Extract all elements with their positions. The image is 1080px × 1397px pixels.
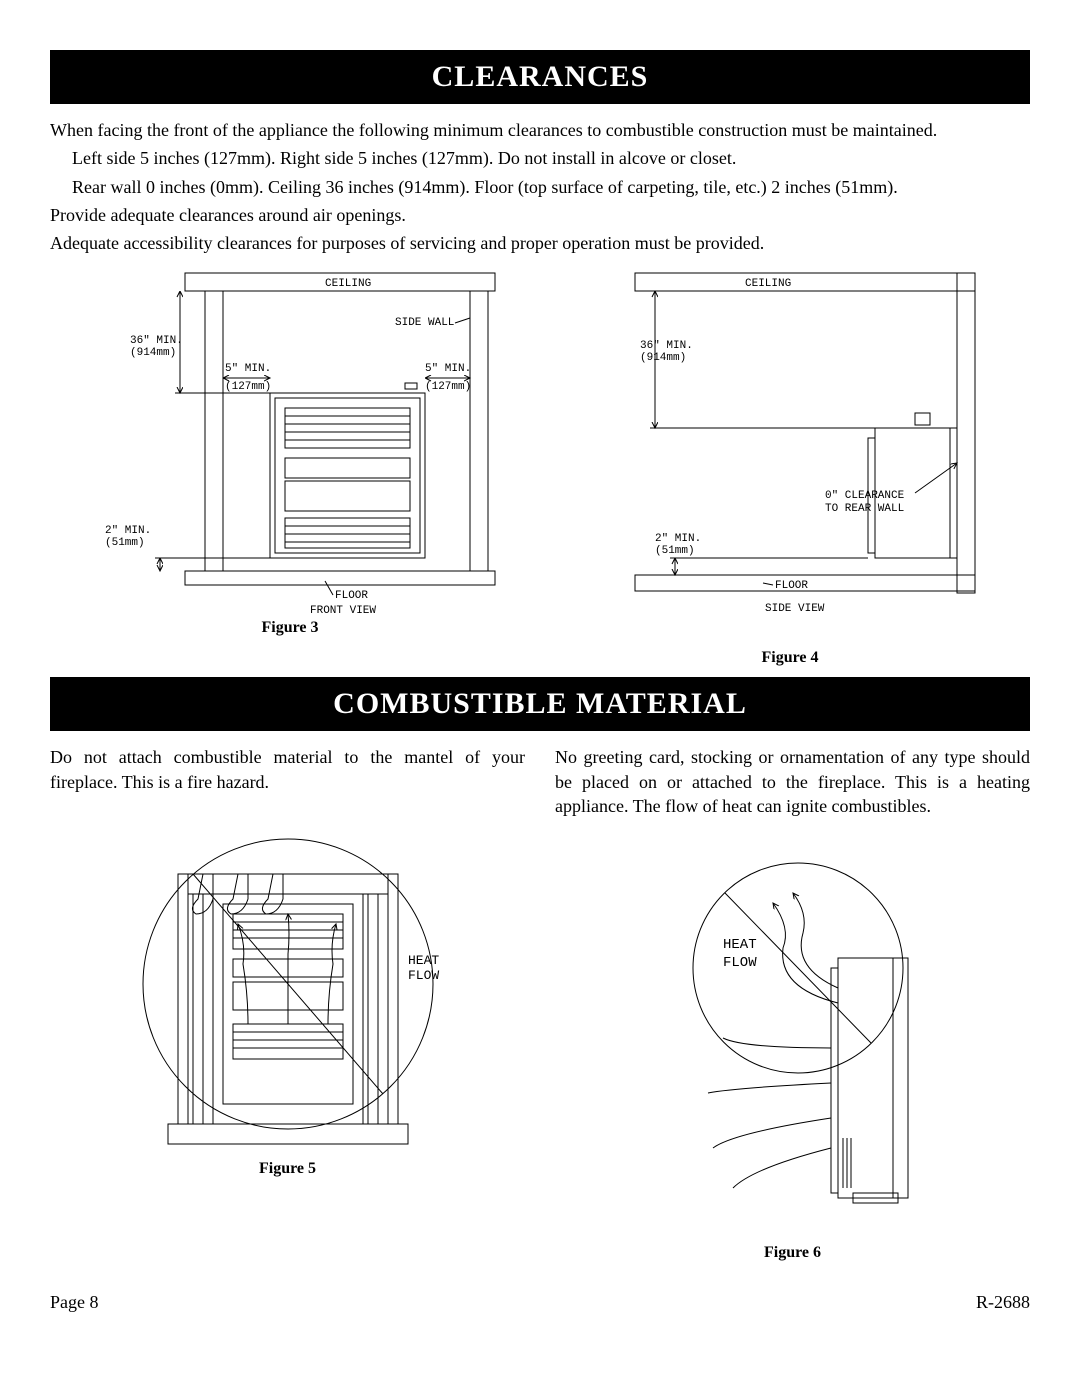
lbl4-0a: 0" CLEARANCE <box>825 490 905 502</box>
clearances-sides: Left side 5 inches (127mm). Right side 5… <box>50 146 1030 170</box>
figure4-caption: Figure 4 <box>761 649 818 667</box>
figure3-container: CEILING SIDE WALL FLOOR FRONT VIEW <box>50 263 530 667</box>
combustible-row: Do not attach combustible material to th… <box>50 745 1030 1262</box>
page-footer: Page 8 R-2688 <box>50 1292 1030 1313</box>
lbl-sidewall: SIDE WALL <box>395 317 454 329</box>
combustible-right-col: No greeting card, stocking or ornamentat… <box>555 745 1030 1262</box>
lbl5-flow: FLOW <box>408 968 439 983</box>
lbl4-36a: 36" MIN. <box>640 340 693 352</box>
clearances-intro: When facing the front of the appliance t… <box>50 118 1030 142</box>
clearances-provide: Provide adequate clearances around air o… <box>50 203 1030 227</box>
clearances-adequate: Adequate accessibility clearances for pu… <box>50 231 1030 255</box>
clearance-figures-row: CEILING SIDE WALL FLOOR FRONT VIEW <box>50 263 1030 667</box>
page-number: Page 8 <box>50 1292 99 1313</box>
lbl-5ra: 5" MIN. <box>425 363 471 375</box>
lbl-2b: (51mm) <box>105 537 145 549</box>
lbl6-heat: HEAT <box>723 937 757 953</box>
lbl4-floor: FLOOR <box>775 580 808 592</box>
lbl4-0b: TO REAR WALL <box>825 503 904 515</box>
combustible-right-text: No greeting card, stocking or ornamentat… <box>555 745 1030 818</box>
lbl4-2b: (51mm) <box>655 545 695 557</box>
doc-number: R-2688 <box>976 1292 1030 1313</box>
lbl5-heat: HEAT <box>408 953 439 968</box>
lbl4-sideview: SIDE VIEW <box>765 603 825 615</box>
figure5-diagram: HEAT FLOW <box>98 814 478 1154</box>
lbl4-36b: (914mm) <box>640 352 686 364</box>
figure5-container: HEAT FLOW Figure 5 <box>50 814 525 1178</box>
figure3-caption: Figure 3 <box>261 619 318 637</box>
lbl-frontview: FRONT VIEW <box>310 605 376 613</box>
lbl-36b: (914mm) <box>130 347 176 359</box>
lbl-5lb: (127mm) <box>225 381 271 393</box>
lbl-5rb: (127mm) <box>425 381 471 393</box>
lbl-36a: 36" MIN. <box>130 335 183 347</box>
lbl-ceiling: CEILING <box>325 278 371 290</box>
clearances-rear: Rear wall 0 inches (0mm). Ceiling 36 inc… <box>50 175 1030 199</box>
lbl-5la: 5" MIN. <box>225 363 271 375</box>
lbl-floor: FLOOR <box>335 590 368 602</box>
combustible-left-text: Do not attach combustible material to th… <box>50 745 525 794</box>
figure4-diagram: CEILING FLOOR SIDE VIEW 36" MIN. (914mm)… <box>575 263 1005 643</box>
figure3-diagram: CEILING SIDE WALL FLOOR FRONT VIEW <box>75 263 505 613</box>
figure6-container: HEAT FLOW Figure 6 <box>555 838 1030 1262</box>
figure6-diagram: HEAT FLOW <box>613 838 973 1238</box>
figure5-caption: Figure 5 <box>259 1160 316 1178</box>
figure4-container: CEILING FLOOR SIDE VIEW 36" MIN. (914mm)… <box>550 263 1030 667</box>
lbl4-2a: 2" MIN. <box>655 533 701 545</box>
lbl6-flow: FLOW <box>723 955 757 971</box>
lbl4-ceiling: CEILING <box>745 278 791 290</box>
combustible-header: COMBUSTIBLE MATERIAL <box>50 677 1030 731</box>
clearances-header: CLEARANCES <box>50 50 1030 104</box>
lbl-2a: 2" MIN. <box>105 525 151 537</box>
combustible-left-col: Do not attach combustible material to th… <box>50 745 525 1262</box>
figure6-caption: Figure 6 <box>764 1244 821 1262</box>
